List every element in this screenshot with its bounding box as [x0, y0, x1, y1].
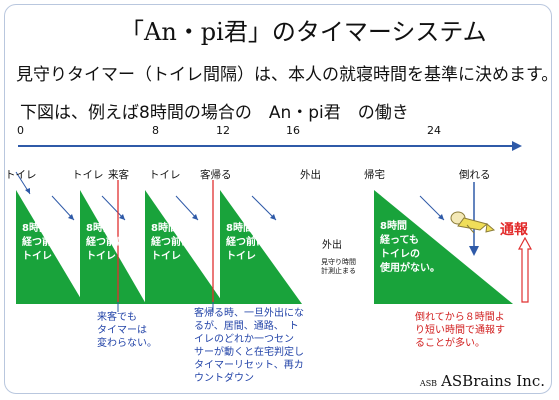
leave-note: 客帰る時、一旦外出にな るが、居間、通路、 ト イレのどれか一つセン サーが動く…: [194, 308, 304, 384]
slide-title: 「An・pi君」のタイマーシステム: [120, 18, 487, 46]
fall-note: 倒れてから８時間よ り短い時間で通報す ることが多い。: [415, 312, 505, 349]
alert-label: 通報: [500, 222, 528, 238]
block-3-text: 8時間 経つ前に トイレ: [151, 223, 191, 262]
arrow-1-head: [68, 214, 74, 220]
alert-arrow-icon: [517, 236, 533, 303]
green-block-2: [80, 190, 146, 304]
fallen-person-icon: [450, 211, 496, 234]
fall-arrow-head: [469, 246, 479, 256]
green-block-1: [16, 190, 84, 304]
timeline-label-12: 12: [216, 124, 230, 137]
arrow-2-head: [119, 214, 125, 220]
slide-frame: [4, 4, 552, 394]
timeline-label-16: 16: [286, 124, 300, 137]
outing-label: 外出: [322, 240, 342, 251]
subtitle: 見守りタイマー（トイレ間隔）は、本人の就寝時間を基準に決めます。: [16, 65, 559, 85]
block-1-text: 8時間 経つ前に トイレ: [22, 223, 62, 262]
event-visitor: 来客: [108, 169, 129, 181]
block-4-text: 8時間 経つ前に トイレ: [226, 223, 266, 262]
event-home: 帰宅: [364, 169, 385, 181]
timeline-label-8: 8: [152, 124, 159, 137]
event-toilet-3: トイレ: [149, 169, 181, 181]
block-5-text: 8時間 経っても トイレの 使用がない。: [380, 221, 440, 274]
event-out: 外出: [300, 169, 321, 181]
event-leave: 客帰る: [200, 169, 232, 181]
timeline-label-24: 24: [427, 124, 441, 137]
arrow-4-head: [270, 214, 276, 220]
timeline-arrowhead: [512, 141, 522, 151]
outing-note: 見守り時間 計測止まる: [321, 258, 356, 275]
brand-prefix: ASB: [419, 379, 438, 388]
block-2-text: 8時間 経つ前に トイレ: [86, 223, 126, 262]
event-toilet-2: トイレ: [72, 169, 104, 181]
brand-name: ASBrains Inc.: [441, 372, 545, 390]
arrow-3-head: [192, 214, 198, 220]
green-block-5: [374, 190, 513, 304]
green-block-3: [145, 190, 224, 304]
event-toilet-1: トイレ: [5, 169, 37, 181]
brand: ASB ASBrains Inc.: [420, 372, 545, 390]
arrow-start-head: [25, 188, 30, 194]
event-fall: 倒れる: [459, 169, 491, 181]
visitor-note: 来客でも タイマーは 変わらない。: [97, 312, 157, 349]
green-block-4: [220, 190, 302, 304]
timeline-label-0: 0: [17, 124, 24, 137]
arrow-5-head: [438, 214, 444, 220]
example-caption: 下図は、例えば8時間の場合の An・pi君 の働き: [20, 103, 409, 123]
